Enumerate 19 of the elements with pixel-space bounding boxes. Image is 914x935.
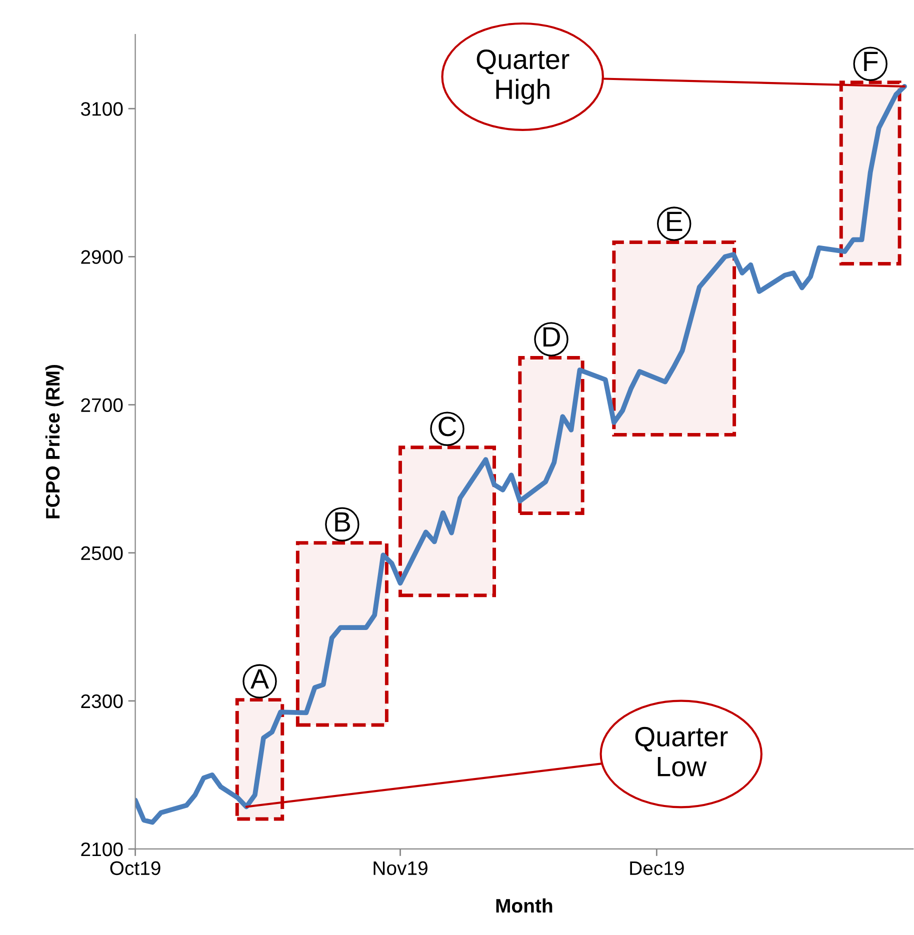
y-tick-label: 2300 <box>81 694 123 708</box>
band-label: F <box>864 52 878 72</box>
band-label: E <box>667 212 682 231</box>
annotation: Quarter Low <box>635 726 728 776</box>
x-tick-label: Nov19 <box>374 861 428 876</box>
x-axis-title: Month <box>496 898 552 913</box>
y-tick-label: 2900 <box>81 250 123 264</box>
band-label: C <box>438 416 456 436</box>
y-tick-label: 2700 <box>81 398 123 412</box>
x-tick-label: Dec19 <box>630 861 684 876</box>
y-tick-label: 2500 <box>81 546 123 560</box>
x-tick-label: Oct19 <box>110 861 160 876</box>
band-label: A <box>250 669 269 688</box>
annotation: Quarter High <box>476 50 570 105</box>
band-label: B <box>335 512 350 532</box>
band-label: D <box>543 327 560 346</box>
y-tick-label: 3100 <box>80 102 123 116</box>
y-axis-title: FCPO Price (RM) <box>45 364 64 518</box>
y-tick-label: 2100 <box>81 842 123 856</box>
